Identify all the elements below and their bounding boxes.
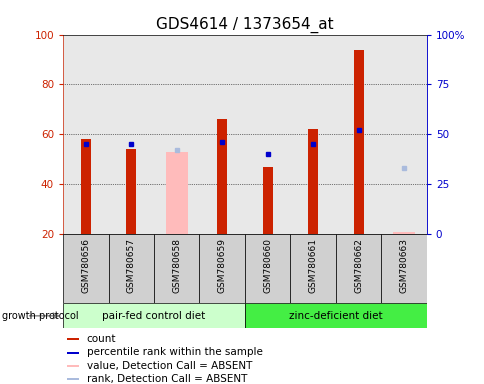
Bar xyxy=(67,352,79,354)
Bar xyxy=(262,167,272,234)
Bar xyxy=(126,149,136,234)
Bar xyxy=(392,232,414,234)
Bar xyxy=(67,365,79,367)
Text: GSM780660: GSM780660 xyxy=(263,238,272,293)
Bar xyxy=(290,234,335,303)
Bar xyxy=(217,119,227,234)
Text: GSM780658: GSM780658 xyxy=(172,238,181,293)
Text: value, Detection Call = ABSENT: value, Detection Call = ABSENT xyxy=(87,361,252,371)
Bar xyxy=(244,303,426,328)
Text: count: count xyxy=(87,334,116,344)
Text: GSM780661: GSM780661 xyxy=(308,238,317,293)
Text: growth protocol: growth protocol xyxy=(2,311,79,321)
Bar xyxy=(108,234,153,303)
Text: GSM780662: GSM780662 xyxy=(353,238,363,293)
Bar xyxy=(353,50,363,234)
Bar xyxy=(166,152,187,234)
Bar xyxy=(67,379,79,381)
Bar xyxy=(307,129,318,234)
Bar xyxy=(63,303,244,328)
Bar xyxy=(67,338,79,340)
Text: GSM780659: GSM780659 xyxy=(217,238,226,293)
Bar xyxy=(335,234,380,303)
Text: GSM780657: GSM780657 xyxy=(126,238,136,293)
Bar xyxy=(199,234,244,303)
Text: GSM780656: GSM780656 xyxy=(81,238,90,293)
Bar xyxy=(81,139,91,234)
Text: percentile rank within the sample: percentile rank within the sample xyxy=(87,347,262,358)
Text: GSM780663: GSM780663 xyxy=(399,238,408,293)
Bar xyxy=(63,234,108,303)
Title: GDS4614 / 1373654_at: GDS4614 / 1373654_at xyxy=(156,17,333,33)
Bar xyxy=(153,234,199,303)
Text: zinc-deficient diet: zinc-deficient diet xyxy=(288,311,382,321)
Bar xyxy=(244,234,290,303)
Bar xyxy=(380,234,426,303)
Text: rank, Detection Call = ABSENT: rank, Detection Call = ABSENT xyxy=(87,374,246,384)
Text: pair-fed control diet: pair-fed control diet xyxy=(102,311,205,321)
